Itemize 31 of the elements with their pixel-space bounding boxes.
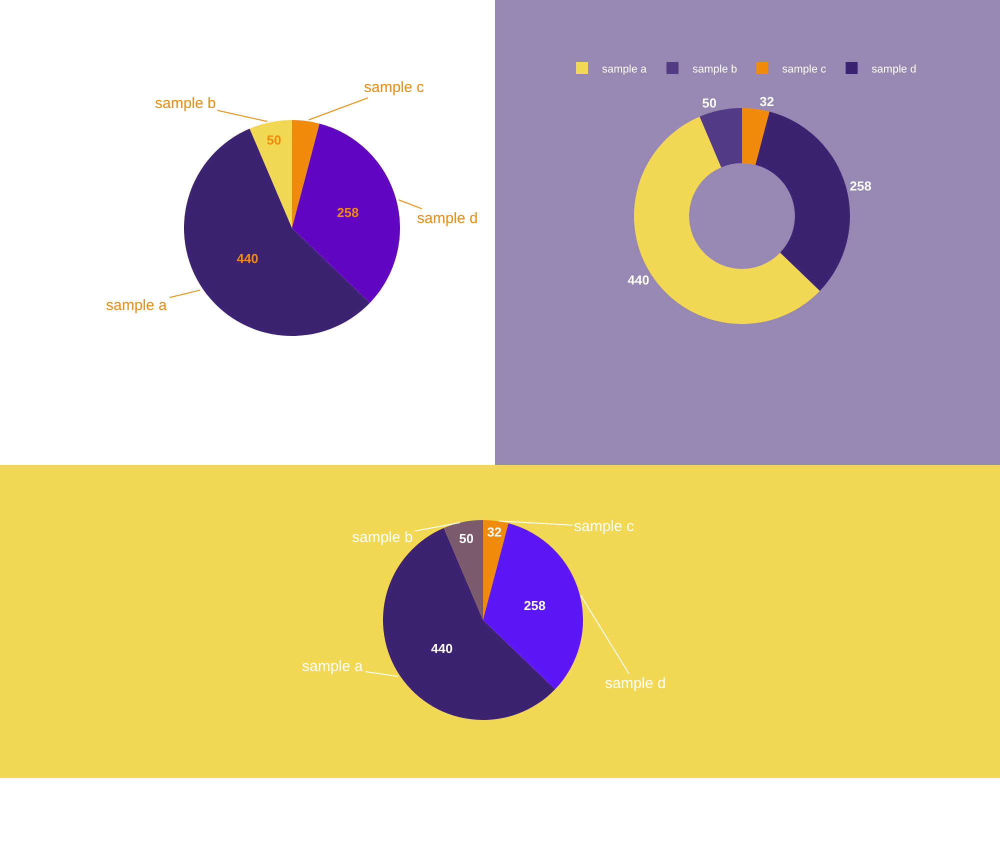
slice-label: sample b xyxy=(352,529,413,546)
data-label: 258 xyxy=(336,204,359,220)
slice-label: sample c xyxy=(574,518,635,535)
legend-label: sample d xyxy=(872,63,916,76)
slice-label: sample a xyxy=(106,297,168,314)
data-label: 440 xyxy=(431,640,453,656)
data-label: 440 xyxy=(236,251,258,266)
legend-label: sample c xyxy=(782,63,827,76)
data-label: 258 xyxy=(524,598,546,613)
legend-label: sample a xyxy=(602,63,648,76)
slice-label: sample d xyxy=(417,210,478,227)
slice-label: sample b xyxy=(155,95,216,112)
slice-label: sample a xyxy=(302,658,364,675)
donut-slice xyxy=(742,108,770,165)
pie-slice xyxy=(444,520,483,620)
data-label: 50 xyxy=(459,530,474,546)
data-label: 32 xyxy=(487,524,502,540)
slice-label: sample c xyxy=(364,79,425,96)
pie-slice xyxy=(184,128,370,336)
donut-slice xyxy=(700,108,742,168)
legend-label: sample b xyxy=(692,63,738,76)
slice-label: sample d xyxy=(605,675,666,692)
data-label: 258 xyxy=(850,178,872,194)
data-label: 50 xyxy=(702,95,717,110)
data-label: 32 xyxy=(760,94,774,110)
data-label: 50 xyxy=(266,132,282,148)
pie-slice xyxy=(483,520,508,620)
pie-slice xyxy=(292,124,400,303)
data-label: 440 xyxy=(628,272,650,288)
donut-slice xyxy=(755,112,850,291)
pie-slice xyxy=(250,120,292,228)
